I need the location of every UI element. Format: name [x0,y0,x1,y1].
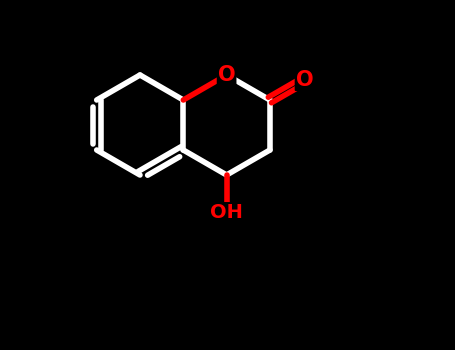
Text: OH: OH [210,203,243,222]
Text: O: O [296,70,313,90]
Text: O: O [218,65,235,85]
